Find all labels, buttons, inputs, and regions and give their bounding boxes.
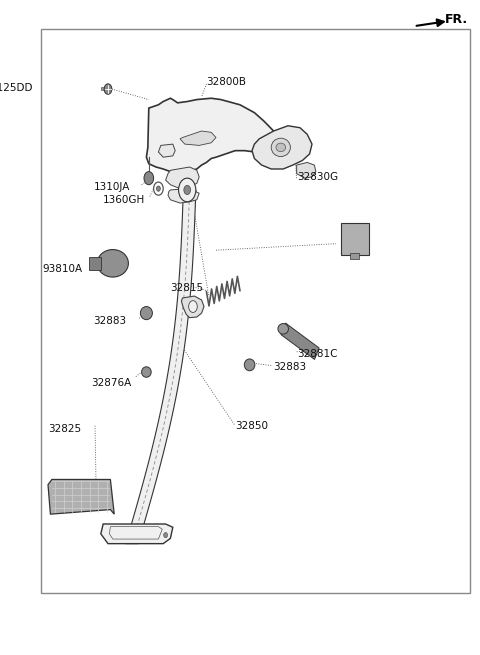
Ellipse shape: [276, 143, 286, 152]
Polygon shape: [281, 323, 319, 360]
Polygon shape: [101, 524, 173, 544]
Polygon shape: [48, 479, 114, 514]
Text: 32876A: 32876A: [91, 378, 132, 388]
Bar: [350, 253, 359, 259]
Text: 1310JA: 1310JA: [94, 181, 130, 192]
Ellipse shape: [140, 307, 153, 320]
Bar: [89, 257, 101, 270]
Text: 1360GH: 1360GH: [103, 195, 145, 205]
Ellipse shape: [142, 367, 151, 377]
Polygon shape: [297, 162, 316, 178]
Polygon shape: [181, 296, 204, 318]
Text: 32815: 32815: [170, 283, 204, 293]
Bar: [101, 87, 110, 90]
Ellipse shape: [244, 359, 255, 371]
Polygon shape: [126, 190, 196, 544]
Text: 32883: 32883: [94, 316, 127, 326]
Ellipse shape: [271, 138, 290, 157]
Text: 32825: 32825: [48, 424, 81, 434]
Circle shape: [144, 172, 154, 185]
Polygon shape: [146, 98, 278, 172]
Ellipse shape: [278, 324, 288, 334]
Bar: [41, 29, 470, 593]
Text: 32830G: 32830G: [298, 172, 339, 182]
Circle shape: [164, 533, 168, 538]
Ellipse shape: [97, 250, 129, 277]
Circle shape: [156, 186, 160, 191]
Text: 32883: 32883: [274, 362, 307, 372]
Polygon shape: [252, 126, 312, 169]
Bar: [341, 223, 369, 255]
Polygon shape: [158, 144, 175, 157]
Text: 1125DD: 1125DD: [0, 83, 34, 94]
Text: 93810A: 93810A: [42, 263, 83, 274]
Circle shape: [184, 185, 191, 195]
Text: 32850: 32850: [235, 421, 268, 431]
Circle shape: [179, 178, 196, 202]
Text: FR.: FR.: [445, 13, 468, 26]
Polygon shape: [168, 189, 199, 203]
Text: 32800B: 32800B: [206, 77, 246, 87]
Polygon shape: [166, 167, 199, 189]
Polygon shape: [180, 131, 216, 145]
Text: 32881C: 32881C: [298, 348, 338, 359]
Circle shape: [104, 84, 112, 94]
Circle shape: [189, 301, 197, 312]
